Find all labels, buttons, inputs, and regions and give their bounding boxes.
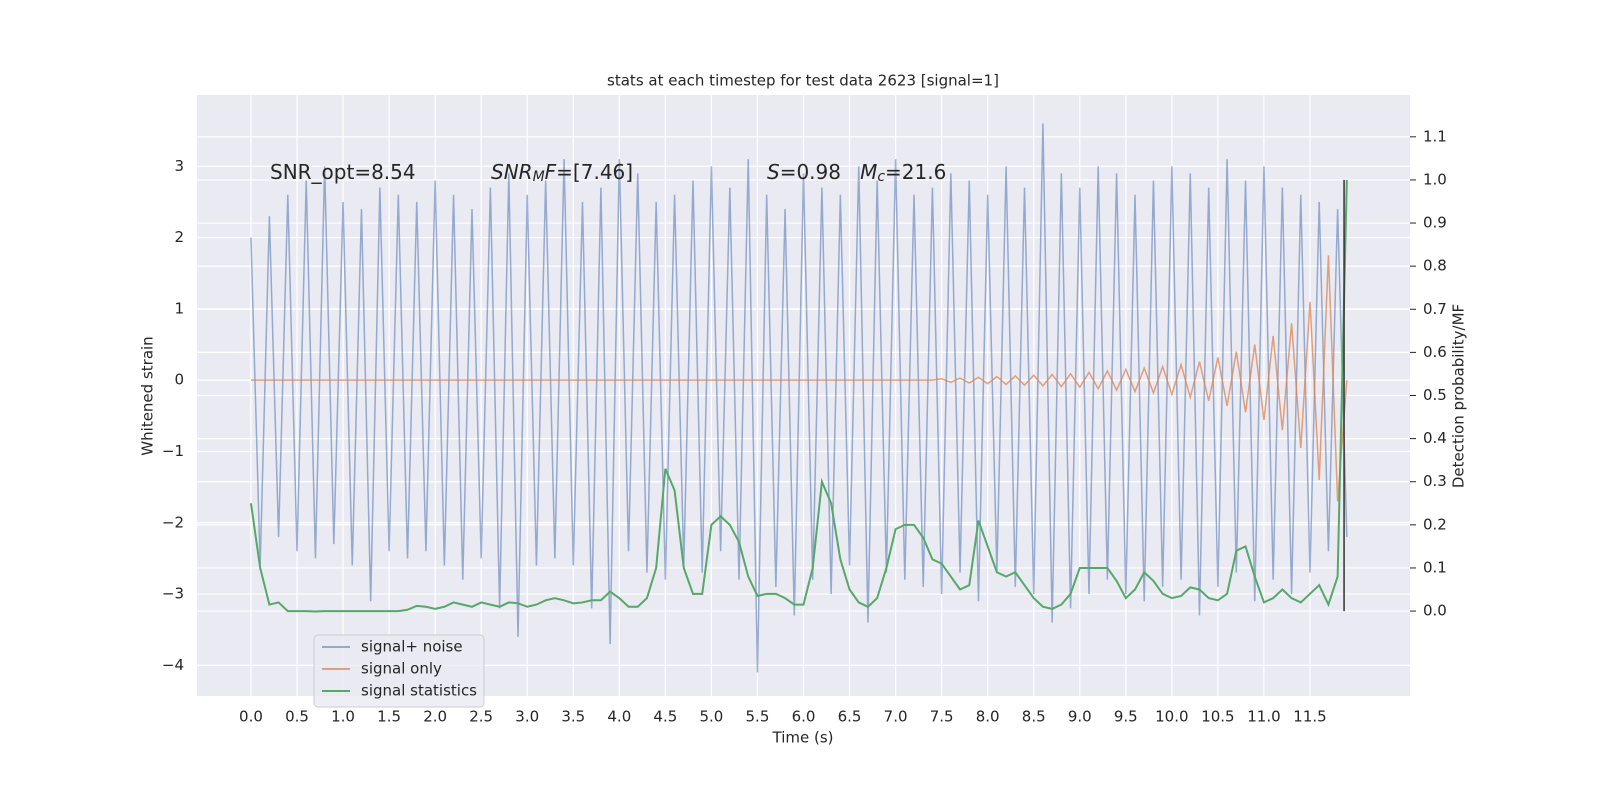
x-tick-label: 4.5	[653, 708, 677, 726]
y2-tick-label: 0.5	[1423, 386, 1447, 404]
annotation-part: F	[545, 160, 557, 184]
x-tick-label: 6.5	[838, 708, 862, 726]
y-tick-label: −3	[162, 585, 184, 603]
annotation-part: =21.6	[885, 160, 946, 184]
y2-tick-label: 0.4	[1423, 429, 1447, 447]
annotation-part: M	[860, 160, 877, 184]
y-tick-label: −2	[162, 513, 184, 531]
y2-tick-label: 0.0	[1423, 602, 1447, 620]
annotation-part: =0.98	[780, 160, 860, 184]
y2-tick-label: 0.6	[1423, 343, 1447, 361]
annotation: S=0.98 Mc=21.6	[767, 160, 946, 186]
annotation: SNR_opt=8.54	[270, 160, 416, 184]
annotation-part: =[7.46]	[556, 160, 633, 184]
series-line	[250, 123, 1348, 673]
x-tick-label: 11.5	[1293, 708, 1326, 726]
x-tick-label: 2.5	[469, 708, 493, 726]
y2-tick-label: 0.1	[1423, 558, 1447, 576]
labels: 0.0 0.5 1.0 1.5 2.0 2.5 3.0 3.5 4.0 4.5 5.0 5.5 6.0 6…	[162, 127, 1447, 725]
y-tick-label: 2	[174, 228, 184, 246]
y-tick-label: −4	[162, 656, 184, 674]
y2-tick-label: 0.3	[1423, 472, 1447, 490]
y2-tick-label: 0.9	[1423, 214, 1447, 232]
x-tick-label: 9.5	[1114, 708, 1138, 726]
x-tick-label: 8.0	[976, 708, 1000, 726]
y2-tick-label: 1.0	[1423, 170, 1447, 188]
x-tick-label: 11.0	[1247, 708, 1280, 726]
series-line	[250, 255, 1348, 502]
y-tick-label: 1	[174, 299, 184, 317]
y2-tick-label: 0.2	[1423, 515, 1447, 533]
y-tick-label: 3	[174, 157, 184, 175]
x-tick-label: 8.5	[1022, 708, 1046, 726]
y-axis-label: Whitened strain	[139, 336, 157, 455]
y2-tick-label: 0.8	[1423, 257, 1447, 275]
annotation-part: SNR	[491, 160, 533, 184]
series-line	[249, 179, 1348, 613]
x-tick-label: 1.5	[377, 708, 401, 726]
chart-title: stats at each timestep for test data 262…	[607, 72, 999, 90]
x-tick-label: 10.5	[1201, 708, 1234, 726]
x-tick-label: 2.0	[423, 708, 447, 726]
x-tick-label: 10.0	[1155, 708, 1188, 726]
marks	[249, 123, 1348, 673]
x-tick-label: 0.5	[285, 708, 309, 726]
y2-tick-label: 1.1	[1423, 127, 1447, 145]
x-tick-label: 0.0	[239, 708, 263, 726]
x-tick-label: 6.0	[792, 708, 816, 726]
y2-axis-label: Detection probability/MF	[1450, 304, 1468, 488]
x-axis-label: Time (s)	[772, 729, 834, 747]
legend-label: signal+ noise	[361, 638, 463, 656]
x-tick-label: 5.5	[746, 708, 770, 726]
x-tick-label: 3.5	[561, 708, 585, 726]
annotation-part: M	[533, 169, 545, 185]
legend-label: signal only	[361, 660, 442, 678]
y-tick-label: 0	[174, 371, 184, 389]
x-tick-label: 3.0	[515, 708, 539, 726]
x-tick-label: 7.5	[930, 708, 954, 726]
annotation-part: c	[877, 169, 885, 185]
x-tick-label: 5.0	[699, 708, 723, 726]
x-tick-label: 4.0	[607, 708, 631, 726]
annotation-part: S	[767, 160, 780, 184]
x-tick-label: 9.0	[1068, 708, 1092, 726]
legend-box	[313, 634, 485, 708]
y-tick-label: −1	[162, 442, 184, 460]
annotation-part: SNR_opt=8.54	[270, 160, 416, 184]
x-tick-label: 1.0	[331, 708, 355, 726]
y2-tick-label: 0.7	[1423, 300, 1447, 318]
annotation: SNRMF=[7.46]	[491, 160, 633, 186]
x-tick-label: 7.0	[884, 708, 908, 726]
legend-label: signal statistics	[361, 682, 477, 700]
